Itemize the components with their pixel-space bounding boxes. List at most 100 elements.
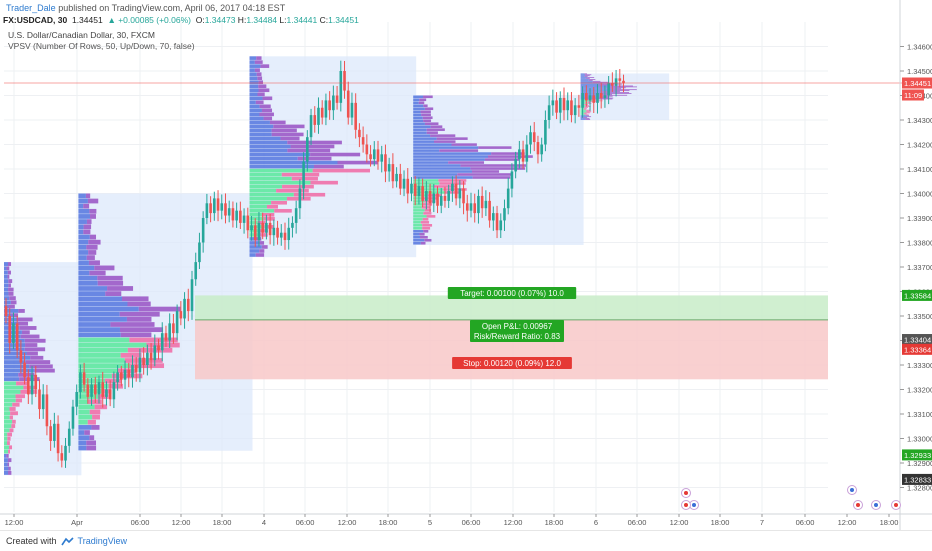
vp-bar-down — [126, 316, 152, 322]
candle — [127, 369, 131, 378]
candle — [380, 154, 384, 162]
vp-bar-down — [24, 347, 46, 352]
vp-bar-down — [84, 430, 90, 435]
vp-bar-down — [8, 283, 11, 288]
vp-bar-up — [249, 136, 281, 141]
vp-bar-up — [78, 250, 89, 255]
vp-bar-down — [422, 224, 433, 227]
vp-bar-down — [25, 360, 51, 365]
candle — [239, 210, 242, 223]
candle — [462, 188, 465, 204]
candle — [313, 115, 317, 125]
vp-bar-up — [413, 241, 421, 245]
vp-bar-down — [583, 117, 588, 119]
vp-bar-up — [580, 94, 603, 96]
indicator-legend[interactable]: VPSV (Number Of Rows, 50, Up/Down, 70, f… — [8, 41, 195, 51]
candle — [320, 107, 324, 118]
y-tick-label: 1.33000 — [907, 435, 932, 444]
author-link[interactable]: Trader_Dale — [6, 3, 56, 13]
vp-bar-down — [312, 168, 371, 173]
candle — [406, 178, 410, 194]
vp-bar-down — [97, 275, 123, 281]
chart-area[interactable]: Target: 0.00100 (0.07%) 10.0 Stop: 0.0012… — [0, 0, 932, 530]
candle — [287, 227, 291, 241]
vp-bar-down — [7, 436, 11, 441]
tradingview-brand[interactable]: TradingView — [77, 536, 128, 546]
vp-bar-up — [4, 372, 19, 377]
candle — [451, 183, 454, 192]
candle — [12, 323, 15, 343]
y-tick-label: 1.34100 — [907, 165, 932, 174]
vp-bar-up — [249, 92, 258, 97]
vp-bar-up — [580, 77, 588, 78]
vp-bar-up — [249, 245, 262, 249]
vp-bar-down — [127, 301, 151, 307]
vp-bar-up — [580, 115, 586, 117]
vp-bar-down — [584, 76, 588, 78]
vp-bar-up — [580, 109, 587, 111]
vp-bar-up — [4, 300, 11, 305]
y-tick-label: 1.33900 — [907, 214, 932, 223]
vp-bar-down — [271, 132, 304, 137]
vp-bar-up — [249, 184, 283, 189]
x-tick-label: 12:00 — [670, 518, 689, 527]
vp-bar-down — [30, 355, 44, 360]
vp-bar-down — [10, 411, 18, 416]
vp-bar-up — [413, 119, 424, 123]
x-tick-label: 18:00 — [880, 518, 899, 527]
vp-bar-down — [94, 265, 115, 271]
symbol-change: ▲ +0.00085 (+0.06%) — [107, 15, 191, 25]
vp-bar-down — [585, 105, 589, 106]
vp-bar-down — [94, 404, 108, 410]
vp-bar-up — [78, 327, 120, 333]
candle — [45, 394, 49, 427]
candle — [614, 78, 618, 86]
vp-bar-down — [21, 330, 30, 335]
vp-bar-up — [413, 173, 458, 176]
vp-bar-down — [107, 286, 134, 291]
candle — [123, 369, 127, 380]
target-label-bg — [447, 287, 577, 299]
vp-bar-down — [9, 428, 14, 433]
candle — [477, 195, 480, 214]
footer: Created with TradingView — [0, 530, 932, 551]
candle — [503, 208, 506, 221]
vp-bar-up — [580, 78, 586, 79]
target-zone[interactable] — [195, 295, 828, 320]
vp-bar-up — [78, 419, 88, 425]
candle — [138, 357, 142, 373]
vp-bar-up — [249, 112, 260, 117]
vp-bar-down — [310, 152, 361, 157]
vp-bar-down — [259, 249, 265, 253]
candle — [399, 173, 402, 189]
vp-bar-up — [4, 415, 10, 420]
candle — [291, 222, 294, 228]
candle — [532, 132, 536, 143]
vp-bar-up — [249, 140, 288, 145]
vp-bar-down — [18, 372, 35, 377]
vp-bar-down — [313, 164, 344, 169]
vp-bar-down — [601, 91, 620, 92]
vp-bar-up — [78, 332, 121, 338]
y-tick-label: 1.33200 — [907, 386, 932, 395]
vp-bar-down — [90, 214, 96, 219]
candle — [168, 323, 171, 341]
vp-bar-down — [587, 116, 592, 118]
vp-bar-down — [478, 146, 512, 149]
candle — [488, 200, 491, 221]
vp-bar-down — [585, 110, 592, 112]
vp-bar-down — [108, 383, 123, 389]
vp-bar-down — [266, 204, 278, 209]
vp-bar-down — [257, 92, 265, 97]
vp-bar-down — [419, 232, 425, 236]
candle — [250, 225, 253, 231]
vp-bar-up — [413, 215, 427, 218]
vp-bar-down — [448, 161, 485, 164]
candle — [179, 311, 183, 319]
vp-bar-down — [273, 124, 305, 129]
vp-bar-down — [293, 192, 326, 197]
candle — [443, 195, 447, 201]
vp-bar-down — [259, 112, 274, 117]
candle — [599, 93, 603, 98]
vp-bar-up — [249, 56, 257, 60]
